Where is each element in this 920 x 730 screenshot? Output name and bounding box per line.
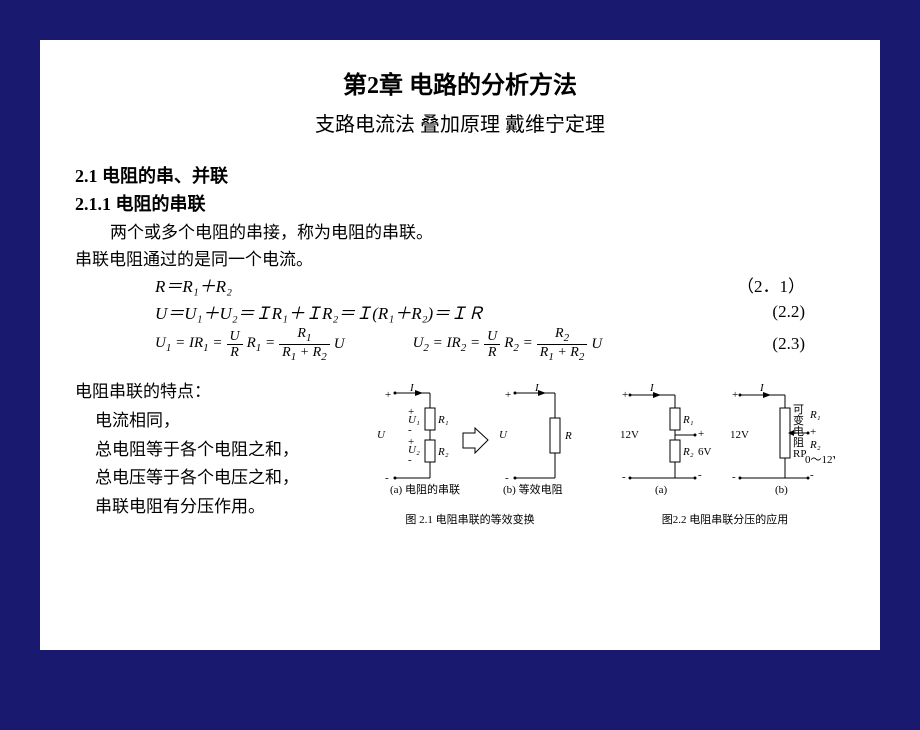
point-2: 总电阻等于各个电阻之和， — [95, 436, 355, 465]
svg-text:-: - — [408, 454, 412, 466]
figures-area: I + R₁ + U₁ - R₂ — [355, 378, 845, 527]
svg-text:-: - — [408, 424, 412, 436]
svg-text:R₂: R₂ — [682, 446, 694, 458]
eq-number: （2．1） — [737, 272, 805, 297]
eq-content: U＝U₁＋U₂＝ＩR₁＋ＩR₂＝Ｉ(R₁＋R₂)＝ＩＲ — [155, 299, 484, 324]
svg-text:12V: 12V — [620, 429, 639, 441]
property-text: 串联电阻通过的是同一个电流。 — [75, 245, 845, 270]
svg-text:U: U — [377, 429, 386, 441]
svg-text:R₂: R₂ — [809, 439, 821, 451]
eq-content: U1 = IR1 = UR R1 = R1R1 + R2 U U2 = IR2 … — [155, 326, 602, 363]
figure-2-2: I + R₁ + R₂ 6V — [615, 378, 835, 527]
svg-text:-: - — [505, 472, 509, 484]
svg-text:(a) 电阻的串联: (a) 电阻的串联 — [390, 482, 460, 496]
svg-text:-: - — [732, 471, 736, 483]
point-1: 电流相同， — [95, 407, 355, 436]
svg-text:12V: 12V — [730, 429, 749, 441]
svg-text:R: R — [564, 430, 572, 442]
svg-text:+: + — [505, 389, 511, 401]
feature-points: 电阻串联的特点： 电流相同， 总电阻等于各个电阻之和， 总电压等于各个电压之和，… — [75, 378, 355, 527]
eq-number: (2.3) — [772, 334, 805, 354]
svg-text:-: - — [698, 469, 702, 481]
circuit-diagram-2: I + R₁ + R₂ 6V — [615, 378, 835, 498]
svg-text:-: - — [385, 472, 389, 484]
svg-text:U: U — [499, 429, 508, 441]
svg-text:+: + — [810, 426, 816, 438]
svg-text:(b) 等效电阻: (b) 等效电阻 — [503, 482, 563, 496]
svg-text:(b): (b) — [775, 484, 788, 496]
point-4: 串联电阻有分压作用。 — [95, 493, 355, 522]
svg-text:R₁: R₁ — [682, 414, 694, 426]
svg-text:0～12V: 0～12V — [805, 454, 835, 466]
fig1-caption: 图 2.1 电阻串联的等效变换 — [355, 511, 585, 527]
circuit-diagram-1: I + R₁ + U₁ - R₂ — [355, 378, 585, 498]
svg-text:+: + — [622, 389, 628, 401]
definition-text: 两个或多个电阻的串接，称为电阻的串联。 — [110, 218, 845, 243]
svg-text:变: 变 — [793, 413, 804, 427]
svg-text:6V: 6V — [698, 446, 712, 458]
chapter-title: 第2章 电路的分析方法 — [75, 65, 845, 100]
svg-text:I: I — [649, 382, 655, 394]
lower-content: 电阻串联的特点： 电流相同， 总电阻等于各个电阻之和， 总电压等于各个电压之和，… — [75, 378, 845, 527]
svg-text:I: I — [409, 382, 415, 394]
eq-number: (2.2) — [772, 302, 805, 322]
svg-text:+: + — [732, 389, 738, 401]
svg-text:-: - — [622, 471, 626, 483]
equation-2-3: U1 = IR1 = UR R1 = R1R1 + R2 U U2 = IR2 … — [75, 326, 845, 363]
svg-text:+: + — [698, 428, 704, 440]
figure-2-1: I + R₁ + U₁ - R₂ — [355, 378, 585, 527]
equation-2-1: R＝R₁＋R₂ （2．1） — [75, 272, 845, 297]
eq-content: R＝R₁＋R₂ — [155, 272, 232, 297]
slide-page: 第2章 电路的分析方法 支路电流法 叠加原理 戴维宁定理 2.1 电阻的串、并联… — [40, 40, 880, 650]
section-2-1-1: 2.1.1 电阻的串联 — [75, 190, 845, 216]
svg-text:(a): (a) — [655, 484, 668, 496]
svg-text:R₁: R₁ — [437, 414, 449, 426]
svg-text:-: - — [810, 469, 814, 481]
equation-2-2: U＝U₁＋U₂＝ＩR₁＋ＩR₂＝Ｉ(R₁＋R₂)＝ＩＲ (2.2) — [75, 299, 845, 324]
section-2-1: 2.1 电阻的串、并联 — [75, 162, 845, 188]
chapter-subtitle: 支路电流法 叠加原理 戴维宁定理 — [75, 108, 845, 137]
svg-text:R₁: R₁ — [809, 409, 821, 421]
svg-text:I: I — [759, 382, 765, 394]
svg-text:+: + — [385, 389, 391, 401]
points-title: 电阻串联的特点： — [75, 378, 355, 407]
svg-text:R₂: R₂ — [437, 446, 449, 458]
point-3: 总电压等于各个电压之和， — [95, 464, 355, 493]
fig2-caption: 图2.2 电阻串联分压的应用 — [615, 511, 835, 527]
